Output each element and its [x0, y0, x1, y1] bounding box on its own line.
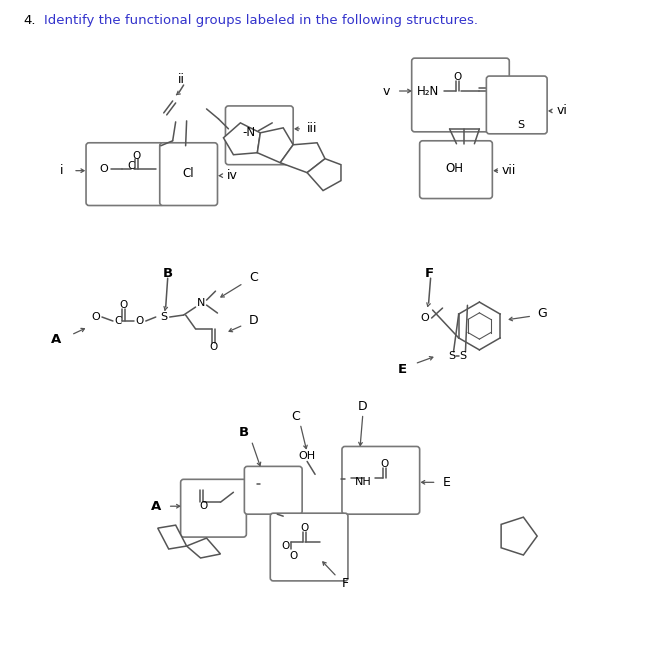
- Text: S: S: [459, 351, 466, 361]
- Text: O: O: [119, 300, 127, 310]
- Text: O: O: [136, 316, 144, 326]
- Text: O: O: [281, 541, 289, 551]
- FancyBboxPatch shape: [245, 466, 302, 514]
- Text: O: O: [301, 523, 309, 533]
- Text: O: O: [92, 312, 100, 322]
- FancyBboxPatch shape: [86, 143, 163, 206]
- Text: OH: OH: [446, 162, 464, 175]
- Text: N: N: [198, 298, 206, 308]
- Text: A: A: [151, 499, 161, 512]
- Text: vi: vi: [557, 104, 567, 117]
- Text: iii: iii: [307, 122, 318, 135]
- FancyBboxPatch shape: [486, 76, 547, 134]
- Text: E: E: [398, 364, 407, 377]
- FancyBboxPatch shape: [181, 479, 247, 537]
- Text: 4.: 4.: [23, 14, 36, 27]
- Text: O: O: [380, 459, 389, 469]
- Text: O: O: [420, 313, 429, 323]
- Polygon shape: [501, 517, 537, 555]
- Polygon shape: [257, 128, 293, 162]
- Polygon shape: [224, 123, 261, 155]
- Text: O: O: [200, 501, 208, 511]
- FancyBboxPatch shape: [270, 513, 348, 581]
- Polygon shape: [157, 525, 187, 549]
- Text: S: S: [160, 312, 168, 322]
- Text: O: O: [209, 342, 217, 352]
- FancyBboxPatch shape: [411, 58, 509, 132]
- Text: OH: OH: [299, 452, 316, 461]
- Text: A: A: [51, 333, 61, 346]
- FancyBboxPatch shape: [159, 143, 218, 206]
- FancyBboxPatch shape: [419, 141, 492, 199]
- Text: O: O: [132, 151, 141, 160]
- Text: C: C: [114, 316, 121, 326]
- Text: F: F: [425, 267, 434, 280]
- Text: -N: -N: [243, 126, 256, 139]
- Text: E: E: [443, 476, 450, 489]
- Text: ii: ii: [178, 72, 185, 85]
- Text: iv: iv: [227, 169, 238, 182]
- Text: v: v: [383, 85, 391, 98]
- Text: O: O: [454, 72, 462, 82]
- Polygon shape: [187, 538, 220, 558]
- Text: i: i: [60, 164, 63, 177]
- Text: C: C: [249, 270, 258, 283]
- Text: C: C: [291, 410, 299, 423]
- Text: Identify the functional groups labeled in the following structures.: Identify the functional groups labeled i…: [44, 14, 478, 27]
- Polygon shape: [307, 159, 341, 191]
- Text: S: S: [448, 351, 455, 361]
- Text: vii: vii: [502, 164, 517, 177]
- Text: B: B: [163, 267, 173, 280]
- Text: O: O: [289, 551, 297, 561]
- Polygon shape: [280, 143, 325, 173]
- Text: S: S: [518, 120, 525, 130]
- Text: H₂N: H₂N: [417, 85, 439, 98]
- Text: NH: NH: [354, 477, 371, 487]
- Text: D: D: [249, 314, 258, 327]
- FancyBboxPatch shape: [342, 446, 419, 514]
- Text: B: B: [239, 426, 249, 439]
- Text: O: O: [100, 164, 109, 173]
- Text: C: C: [127, 160, 135, 171]
- Text: G: G: [537, 307, 547, 320]
- Text: D: D: [358, 400, 368, 413]
- Text: Cl: Cl: [183, 167, 194, 180]
- Text: F: F: [342, 577, 348, 590]
- FancyBboxPatch shape: [226, 106, 293, 165]
